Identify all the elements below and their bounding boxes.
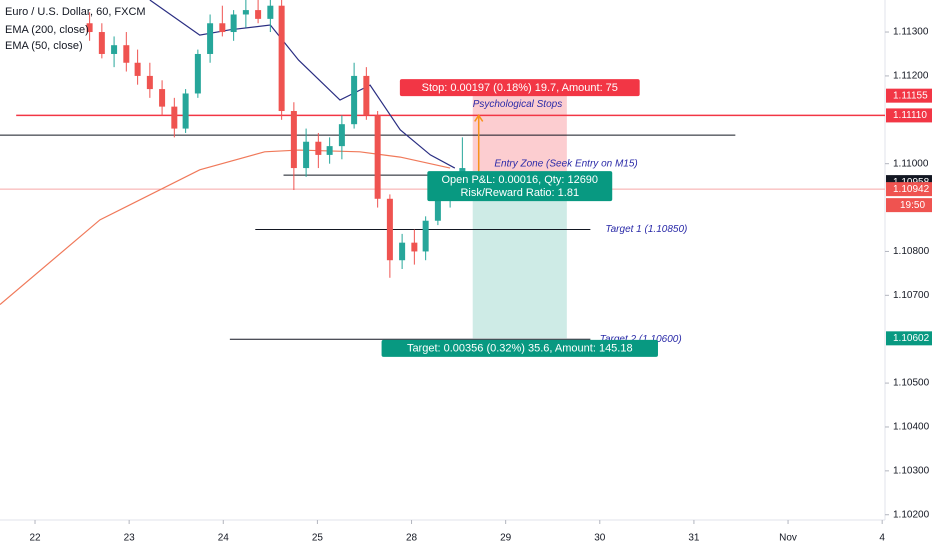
annotation: Target 1 (1.10850) [605, 224, 687, 235]
annotation: Target 2 (1.10600) [600, 334, 682, 345]
x-tick-label: 30 [594, 533, 606, 544]
ema-line [149, 0, 456, 169]
target-box [381, 339, 658, 357]
candle-body [111, 45, 118, 54]
annotation: Entry Zone (Seek Entry on M15) [494, 158, 637, 169]
x-tick-label: 28 [406, 533, 418, 544]
candle-body [267, 5, 274, 19]
arrow [474, 114, 484, 175]
candle-body [146, 75, 153, 90]
price-tag-label: 1.10602 [893, 333, 930, 344]
y-tick-label: 1.10300 [893, 465, 930, 476]
legend-entry: EMA (200, close) [5, 24, 89, 36]
candle-body [255, 10, 262, 19]
candle-body [303, 141, 310, 169]
candle-body [86, 23, 93, 33]
candle-body [207, 23, 214, 54]
y-tick-label: 1.11300 [893, 27, 929, 38]
x-tick-label: 29 [500, 533, 512, 544]
candle-body [230, 14, 237, 33]
candle-body [134, 62, 141, 76]
candle-body [98, 32, 105, 54]
y-tick-label: 1.10700 [893, 290, 930, 301]
candle-body [171, 106, 178, 129]
x-tick-label: 4 [879, 533, 885, 544]
candle-body [290, 111, 297, 169]
legend-entry: EMA (50, close) [5, 40, 83, 52]
price-tag [886, 88, 932, 103]
candle-body [374, 115, 381, 199]
candle-body [351, 75, 358, 125]
y-tick-label: 1.10500 [893, 378, 930, 389]
candle-body [278, 5, 285, 112]
candle-body [219, 23, 226, 33]
y-tick-label: 1.10200 [893, 509, 930, 520]
price-tag-label: 1.10942 [893, 184, 930, 195]
candle-body [242, 10, 249, 15]
candle-body [159, 89, 166, 107]
x-tick-label: 24 [218, 533, 230, 544]
price-tag [886, 331, 932, 346]
price-tag-label: 1.11155 [893, 90, 928, 101]
candle-body [182, 93, 189, 129]
stop-zone [472, 95, 567, 183]
y-tick-label: 1.10800 [893, 246, 930, 257]
candle-body [338, 124, 345, 147]
candle-body [411, 242, 418, 252]
x-tick-label: 25 [312, 533, 324, 544]
x-tick-label: Nov [779, 533, 797, 544]
y-tick-label: 1.11200 [893, 71, 929, 82]
candle-body [326, 146, 333, 155]
x-tick-label: 22 [29, 533, 41, 544]
candle-body [123, 45, 130, 63]
stop-label: Stop: 0.00197 (0.18%) 19.7, Amount: 75 [422, 82, 618, 94]
countdown-tag [886, 198, 932, 213]
y-tick-label: 1.11000 [893, 158, 929, 169]
candle-body [386, 198, 393, 261]
chart-title: Euro / U.S. Dollar, 60, FXCM [5, 6, 146, 18]
candle-body [434, 194, 441, 221]
pnl-box [427, 171, 613, 202]
pnl-label: Risk/Reward Ratio: 1.81 [460, 187, 579, 199]
candle-body [315, 141, 322, 155]
pnl-label: Open P&L: 0.00016, Qty: 12690 [441, 174, 598, 186]
annotation: Psychological Stops [473, 99, 563, 110]
stop-box [399, 79, 640, 97]
countdown-label: 19:50 [900, 200, 925, 211]
target-zone [472, 182, 567, 339]
candle-body [422, 220, 429, 252]
plot [0, 0, 885, 340]
target-label: Target: 0.00356 (0.32%) 35.6, Amount: 14… [407, 343, 633, 355]
price-tag [886, 108, 932, 123]
candle-body [363, 75, 370, 116]
x-tick-label: 31 [688, 533, 700, 544]
candle-body [194, 53, 201, 94]
ema-line [0, 149, 451, 305]
price-tag [886, 182, 932, 197]
price-tag-label: 1.11110 [893, 110, 927, 121]
x-tick-label: 23 [124, 533, 136, 544]
candle-body [399, 242, 406, 261]
y-tick-label: 1.10400 [893, 422, 930, 433]
